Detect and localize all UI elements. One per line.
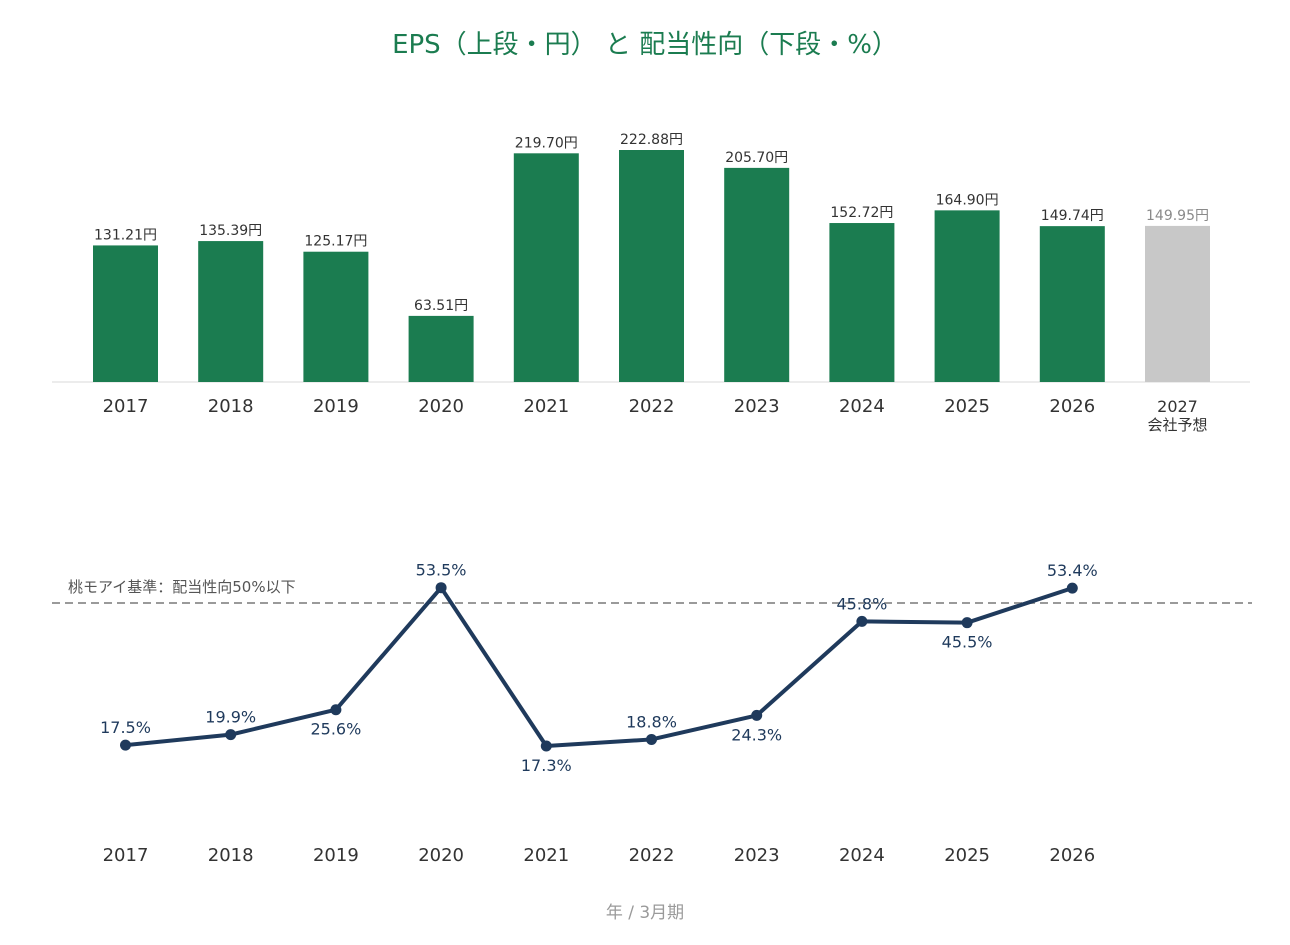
- payout-ratio-line: [123, 585, 1075, 748]
- payout-ratio-point: [856, 615, 868, 627]
- eps-value-label: 63.51円: [414, 298, 468, 314]
- payout-ratio-value-label: 24.3%: [731, 725, 782, 744]
- eps-bar: [93, 245, 158, 382]
- eps-bar: [829, 223, 895, 382]
- bar-x-tick-label: 2026: [1049, 396, 1095, 417]
- eps-bar: [724, 167, 790, 382]
- bar-x-tick-label: 2025: [944, 396, 990, 417]
- payout-ratio-point: [225, 729, 237, 741]
- line-x-tick-label: 2020: [418, 845, 464, 866]
- eps-bar: [198, 241, 264, 382]
- payout-ratio-value-label: 53.4%: [1047, 561, 1098, 580]
- eps-bar: [513, 153, 579, 382]
- bar-x-tick-label: 2018: [208, 396, 254, 417]
- reference-line-label: 桃モアイ基準：配当性向50%以下: [68, 578, 296, 596]
- line-x-tick-label: 2023: [734, 845, 780, 866]
- bar-x-tick-label: 2022: [629, 396, 675, 417]
- payout-ratio-value-label: 18.8%: [626, 712, 677, 731]
- payout-ratio-value-label: 17.3%: [521, 756, 572, 775]
- payout-ratio-value-label: 17.5%: [100, 718, 151, 737]
- payout-ratio-point: [751, 709, 763, 721]
- eps-bar: [934, 210, 1000, 382]
- line-x-tick-label: 2022: [629, 845, 675, 866]
- payout-ratio-value-label: 19.9%: [205, 708, 256, 727]
- eps-bar: [303, 251, 369, 382]
- line-x-tick-label: 2021: [523, 845, 569, 866]
- payout-ratio-point: [961, 617, 973, 629]
- bar-x-tick-label: 2021: [523, 396, 569, 417]
- eps-bar: [1039, 226, 1105, 382]
- bar-x-tick-label: 2027: [1157, 397, 1198, 416]
- payout-ratio-point: [330, 704, 342, 716]
- line-x-tick-label: 2017: [103, 845, 149, 866]
- payout-ratio-value-label: 45.5%: [942, 633, 993, 652]
- payout-ratio-value-label: 45.8%: [836, 594, 887, 613]
- payout-ratio-point: [540, 740, 552, 752]
- bar-x-tick-label: 2017: [103, 396, 149, 417]
- eps-bar: [408, 315, 474, 382]
- eps-value-label: 205.70円: [725, 150, 788, 166]
- eps-value-label: 152.72円: [830, 205, 893, 221]
- eps-value-label: 131.21円: [94, 227, 157, 243]
- line-x-tick-label: 2018: [208, 845, 254, 866]
- forecast-note-label: 会社予想: [1147, 416, 1207, 434]
- payout-ratio-point: [646, 733, 657, 745]
- eps-value-label: 125.17円: [304, 234, 367, 250]
- eps-bar: [1145, 225, 1210, 382]
- payout-ratio-point: [1066, 582, 1078, 594]
- line-x-tick-label: 2025: [944, 845, 990, 866]
- line-x-tick-label: 2024: [839, 845, 885, 866]
- bar-x-tick-label: 2024: [839, 396, 885, 417]
- line-x-tick-label: 2019: [313, 845, 359, 866]
- eps-value-label: 164.90円: [936, 192, 999, 208]
- eps-bar: [619, 150, 684, 382]
- x-axis-footer-label: 年 / 3月期: [605, 903, 685, 923]
- eps-value-label: 219.70円: [515, 135, 578, 151]
- bar-x-tick-label: 2019: [313, 396, 359, 417]
- bar-x-tick-label: 2023: [734, 396, 780, 417]
- payout-ratio-point: [435, 582, 447, 594]
- eps-value-label: 149.95円: [1146, 208, 1209, 224]
- eps-value-label: 149.74円: [1041, 208, 1104, 224]
- eps-value-label: 222.88円: [620, 132, 683, 148]
- bar-x-tick-label: 2020: [418, 396, 464, 417]
- eps-value-label: 135.39円: [199, 223, 262, 239]
- payout-ratio-point: [120, 739, 131, 751]
- payout-ratio-value-label: 53.5%: [416, 561, 467, 580]
- line-x-tick-label: 2026: [1049, 845, 1095, 866]
- chart-title: EPS（上段・円） と 配当性向（下段・%）: [392, 30, 898, 60]
- payout-ratio-value-label: 25.6%: [310, 720, 361, 739]
